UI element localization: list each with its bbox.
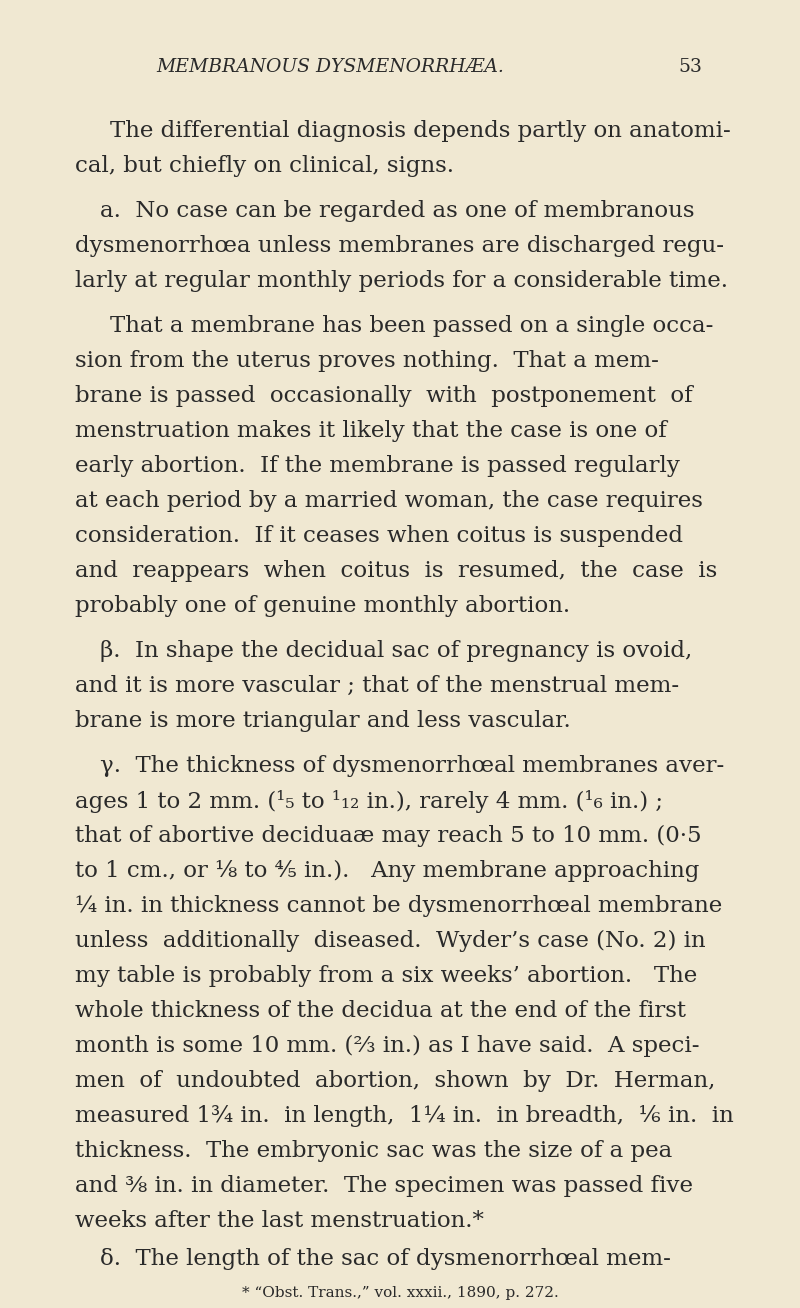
Text: whole thickness of the decidua at the end of the first: whole thickness of the decidua at the en… bbox=[75, 1001, 686, 1022]
Text: men  of  undoubted  abortion,  shown  by  Dr.  Herman,: men of undoubted abortion, shown by Dr. … bbox=[75, 1070, 715, 1092]
Text: MEMBRANOUS DYSMENORRHÆA.: MEMBRANOUS DYSMENORRHÆA. bbox=[156, 58, 504, 76]
Text: and it is more vascular ; that of the menstrual mem-: and it is more vascular ; that of the me… bbox=[75, 675, 679, 697]
Text: and ⅜ in. in diameter.  The specimen was passed five: and ⅜ in. in diameter. The specimen was … bbox=[75, 1175, 693, 1197]
Text: cal, but chiefly on clinical, signs.: cal, but chiefly on clinical, signs. bbox=[75, 156, 454, 177]
Text: measured 1¾ in.  in length,  1¼ in.  in breadth,  ⅙ in.  in: measured 1¾ in. in length, 1¼ in. in bre… bbox=[75, 1105, 734, 1127]
Text: The differential diagnosis depends partly on anatomi-: The differential diagnosis depends partl… bbox=[110, 120, 730, 143]
Text: ages 1 to 2 mm. (¹₅ to ¹₁₂ in.), rarely 4 mm. (¹₆ in.) ;: ages 1 to 2 mm. (¹₅ to ¹₁₂ in.), rarely … bbox=[75, 790, 663, 814]
Text: unless  additionally  diseased.  Wyder’s case (No. 2) in: unless additionally diseased. Wyder’s ca… bbox=[75, 930, 706, 952]
Text: early abortion.  If the membrane is passed regularly: early abortion. If the membrane is passe… bbox=[75, 455, 680, 477]
Text: at each period by a married woman, the case requires: at each period by a married woman, the c… bbox=[75, 490, 703, 511]
Text: consideration.  If it ceases when coitus is suspended: consideration. If it ceases when coitus … bbox=[75, 525, 683, 547]
Text: a.  No case can be regarded as one of membranous: a. No case can be regarded as one of mem… bbox=[100, 200, 694, 222]
Text: and  reappears  when  coitus  is  resumed,  the  case  is: and reappears when coitus is resumed, th… bbox=[75, 560, 718, 582]
Text: 53: 53 bbox=[678, 58, 702, 76]
Text: δ.  The length of the sac of dysmenorrhœal mem-: δ. The length of the sac of dysmenorrhœa… bbox=[100, 1248, 671, 1270]
Text: my table is probably from a six weeks’ abortion.   The: my table is probably from a six weeks’ a… bbox=[75, 965, 698, 988]
Text: brane is passed  occasionally  with  postponement  of: brane is passed occasionally with postpo… bbox=[75, 385, 693, 407]
Text: thickness.  The embryonic sac was the size of a pea: thickness. The embryonic sac was the siz… bbox=[75, 1141, 672, 1162]
Text: larly at regular monthly periods for a considerable time.: larly at regular monthly periods for a c… bbox=[75, 269, 728, 292]
Text: ¼ in. in thickness cannot be dysmenorrhœal membrane: ¼ in. in thickness cannot be dysmenorrhœ… bbox=[75, 895, 722, 917]
Text: β.  In shape the decidual sac of pregnancy is ovoid,: β. In shape the decidual sac of pregnanc… bbox=[100, 640, 692, 662]
Text: weeks after the last menstruation.*: weeks after the last menstruation.* bbox=[75, 1210, 484, 1232]
Text: dysmenorrhœa unless membranes are discharged regu-: dysmenorrhœa unless membranes are discha… bbox=[75, 235, 724, 256]
Text: month is some 10 mm. (⅔ in.) as I have said.  A speci-: month is some 10 mm. (⅔ in.) as I have s… bbox=[75, 1035, 699, 1057]
Text: γ.  The thickness of dysmenorrhœal membranes aver-: γ. The thickness of dysmenorrhœal membra… bbox=[100, 755, 724, 777]
Text: menstruation makes it likely that the case is one of: menstruation makes it likely that the ca… bbox=[75, 420, 666, 442]
Text: that of abortive deciduaæ may reach 5 to 10 mm. (0·5: that of abortive deciduaæ may reach 5 to… bbox=[75, 825, 702, 848]
Text: brane is more triangular and less vascular.: brane is more triangular and less vascul… bbox=[75, 710, 570, 732]
Text: sion from the uterus proves nothing.  That a mem-: sion from the uterus proves nothing. Tha… bbox=[75, 351, 659, 371]
Text: * “Obst. Trans.,” vol. xxxii., 1890, p. 272.: * “Obst. Trans.,” vol. xxxii., 1890, p. … bbox=[242, 1286, 558, 1300]
Text: That a membrane has been passed on a single occa-: That a membrane has been passed on a sin… bbox=[110, 315, 714, 337]
Text: to 1 cm., or ⅛ to ⅘ in.).   Any membrane approaching: to 1 cm., or ⅛ to ⅘ in.). Any membrane a… bbox=[75, 859, 699, 882]
Text: probably one of genuine monthly abortion.: probably one of genuine monthly abortion… bbox=[75, 595, 570, 617]
